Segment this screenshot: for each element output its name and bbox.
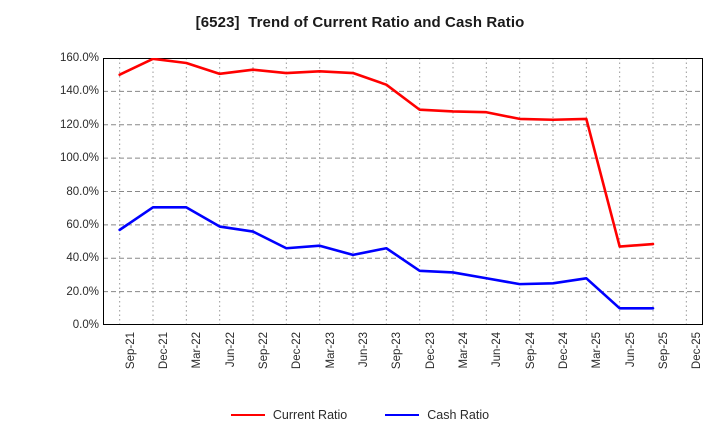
line-chart-svg [103,58,703,325]
x-axis-tick-label: Sep-22 [258,332,270,370]
y-axis-tick-labels: 0.0% 20.0% 40.0% 60.0% 80.0% 100.0% 120.0% 140.… [39,0,99,440]
legend-line-swatch [230,414,265,416]
plot-area [103,58,703,325]
x-axis-tick-label: Dec-24 [558,332,570,370]
chart-legend: Current Ratio Cash Ratio [0,408,720,422]
x-axis-tick-label: Sep-23 [391,332,404,370]
x-axis-tick-label: Jun-23 [358,332,370,368]
y-axis-tick-label: 160.0% [59,52,99,64]
x-axis-tick-label: Jun-24 [491,332,504,368]
x-axis-tick-label: Sep-25 [658,332,670,370]
y-axis-tick-label: 100.0% [59,152,99,165]
x-axis-tick-label: Mar-25 [591,332,604,369]
x-axis-tick-label: Sep-21 [124,332,137,370]
series-line-current-ratio [118,58,655,248]
y-axis-tick-label: 80.0% [66,185,99,198]
y-axis-tick-label: 20.0% [66,285,99,298]
x-axis-tick-label: Dec-23 [424,332,437,370]
x-axis-tick-label: Dec-25 [691,332,704,370]
legend-label: Current Ratio [272,408,348,422]
y-axis-tick-label: 60.0% [66,218,99,231]
y-axis-tick-label: 120.0% [59,118,99,131]
x-axis-tick-label: Mar-22 [191,332,204,369]
legend-item[interactable]: Cash Ratio [385,408,489,422]
x-axis-tick-label: Dec-22 [291,332,304,370]
plot-border [103,58,703,325]
gridlines [103,58,703,325]
x-axis-tick-label: Dec-21 [158,332,170,370]
legend-line-swatch [385,414,420,416]
x-axis-tick-label: Jun-22 [224,332,237,368]
x-axis-tick-label: Mar-23 [324,332,337,369]
y-axis-tick-label: 40.0% [66,252,99,265]
page-title: [6523] Trend of Current Ratio and Cash R… [195,14,525,31]
y-axis-tick-label: 140.0% [59,85,99,98]
x-axis-tick-label: Mar-24 [458,332,470,369]
legend-item[interactable]: Current Ratio [230,408,348,422]
y-axis-tick-label: 0.0% [72,319,99,331]
x-axis-tick-label: Jun-25 [624,332,637,368]
data-series-layer [118,58,655,310]
x-axis-tick-label: Sep-24 [524,332,537,370]
legend-label: Cash Ratio [427,408,490,422]
series-line-cash-ratio [118,206,655,310]
